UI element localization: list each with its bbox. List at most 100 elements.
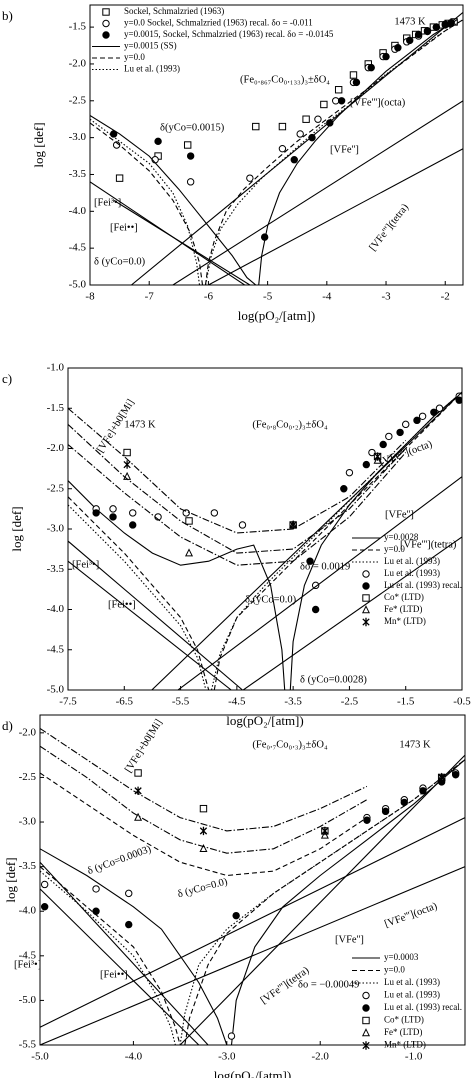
legend-swatch: [102, 19, 110, 28]
marker-circle: [186, 178, 195, 186]
marker-square: [349, 71, 358, 79]
y-axis-label: log [def]: [3, 857, 18, 902]
annotation: δ (yCo=0.0028): [300, 674, 367, 685]
legend-label: y=0.0015 (SS): [124, 41, 177, 51]
legend-label: Co* (LTD): [384, 592, 424, 602]
marker-dot: [414, 30, 423, 39]
plot-area: [68, 391, 462, 690]
y-tick-label: -5.5: [19, 1039, 37, 1051]
y-tick-label: -5.0: [19, 994, 37, 1006]
marker-circle: [182, 509, 190, 517]
legend-swatch: [362, 991, 370, 1000]
legend-swatch: [102, 8, 110, 16]
series-line: [40, 727, 368, 832]
marker-circle: [210, 509, 219, 517]
annotation: [VFe'']: [330, 144, 359, 155]
y-tick-label: -3.0: [47, 523, 65, 535]
marker-dot: [413, 416, 421, 425]
y-tick-label: -2.5: [69, 94, 87, 106]
y-axis-label: log [def]: [31, 122, 46, 167]
x-tick-label: -1.0: [405, 1051, 423, 1063]
marker-square: [185, 517, 193, 525]
legend-swatch: [362, 1016, 370, 1025]
marker-circle: [246, 174, 254, 182]
legend-label: y=0.0: [384, 965, 405, 975]
marker-dot: [129, 521, 137, 529]
y-tick-label: -4.0: [47, 603, 65, 615]
legend-swatch: [362, 570, 370, 578]
marker-dot: [340, 485, 348, 493]
annotation: [Fei³•]: [94, 197, 121, 208]
legend-label: y=0.0: [124, 52, 145, 62]
temperature: 1473 K: [124, 419, 156, 430]
marker-square: [302, 115, 310, 123]
marker-square: [183, 141, 192, 149]
marker-circle: [345, 468, 354, 477]
marker-dot: [419, 787, 427, 795]
legend-swatch: [362, 582, 370, 590]
legend-label: Co* (LTD): [384, 1015, 424, 1025]
series-line: [40, 861, 209, 1045]
series-line: [90, 19, 463, 285]
y-tick-label: -4.0: [69, 205, 87, 217]
marker-triangle: [185, 548, 194, 557]
marker-circle: [368, 448, 376, 457]
legend-label: y=0.0: [384, 544, 405, 554]
plot-frame: [89, 4, 464, 286]
marker-star: [437, 773, 446, 782]
x-tick-label: -5.0: [31, 1051, 49, 1063]
x-tick-label: -6.5: [116, 696, 134, 708]
marker-dot: [396, 428, 404, 437]
marker-dot: [432, 23, 441, 31]
annotation: [VFe'']: [335, 934, 364, 945]
legend-label: Lu et al. (1993): [384, 556, 440, 566]
annotation: [Fei••]: [100, 969, 128, 980]
marker-dot: [311, 605, 320, 614]
series-line: [40, 745, 368, 854]
annotation: [VFe'']: [385, 509, 414, 520]
panel-label: b): [2, 8, 13, 23]
x-axis-label: log(pO₂/[atm]): [226, 713, 303, 728]
marker-dot: [337, 97, 346, 105]
y-axis-label: log [def]: [9, 506, 24, 551]
legend-swatch: [361, 1028, 371, 1037]
y-tick-label: -4.5: [47, 643, 65, 655]
series-line: [179, 754, 465, 1045]
composition: (Fe₀.₇Co₀.₃)₃±δO₄: [252, 739, 328, 750]
marker-dot: [232, 911, 240, 920]
x-tick-label: -6: [204, 291, 214, 303]
marker-dot: [109, 513, 117, 521]
legend-label: Lu et al. (1993) recal.: [384, 580, 462, 590]
y-tick-label: -3.5: [69, 168, 87, 180]
legend-label: Lu et al. (1993): [384, 977, 440, 987]
plot-area: [90, 11, 463, 285]
marker-square: [320, 100, 328, 109]
marker-star: [199, 826, 208, 836]
annotation: δ (yCo=0.0): [94, 256, 146, 267]
marker-dot: [400, 798, 408, 807]
series-line: [90, 19, 458, 285]
x-tick-label: -1.5: [397, 696, 415, 708]
annotation: δo = 0.0019: [300, 561, 350, 572]
x-tick-label: -4.5: [228, 696, 246, 708]
marker-dot: [367, 63, 375, 72]
legend-label: y=0.0028: [384, 532, 419, 542]
marker-circle: [125, 889, 133, 898]
marker-dot: [394, 44, 402, 52]
x-tick-label: -3.0: [218, 1051, 236, 1063]
x-tick-label: -2.0: [312, 1051, 330, 1063]
y-tick-label: -2.0: [69, 57, 87, 69]
annotation: δo = −0.00049: [298, 979, 359, 990]
series-line: [40, 772, 368, 877]
marker-circle: [314, 115, 322, 123]
x-axis-label: log(pO₂/[atm]): [238, 308, 315, 323]
x-tick-label: -3: [381, 291, 391, 303]
series-line: [131, 11, 463, 285]
legend-swatch: [102, 31, 110, 39]
series-line: [172, 100, 463, 285]
marker-circle: [109, 505, 117, 513]
y-tick-label: -1.5: [47, 402, 65, 414]
annotation: [Fei³•]: [72, 559, 99, 570]
y-tick-label: -1.5: [69, 21, 87, 33]
marker-dot: [455, 396, 462, 404]
